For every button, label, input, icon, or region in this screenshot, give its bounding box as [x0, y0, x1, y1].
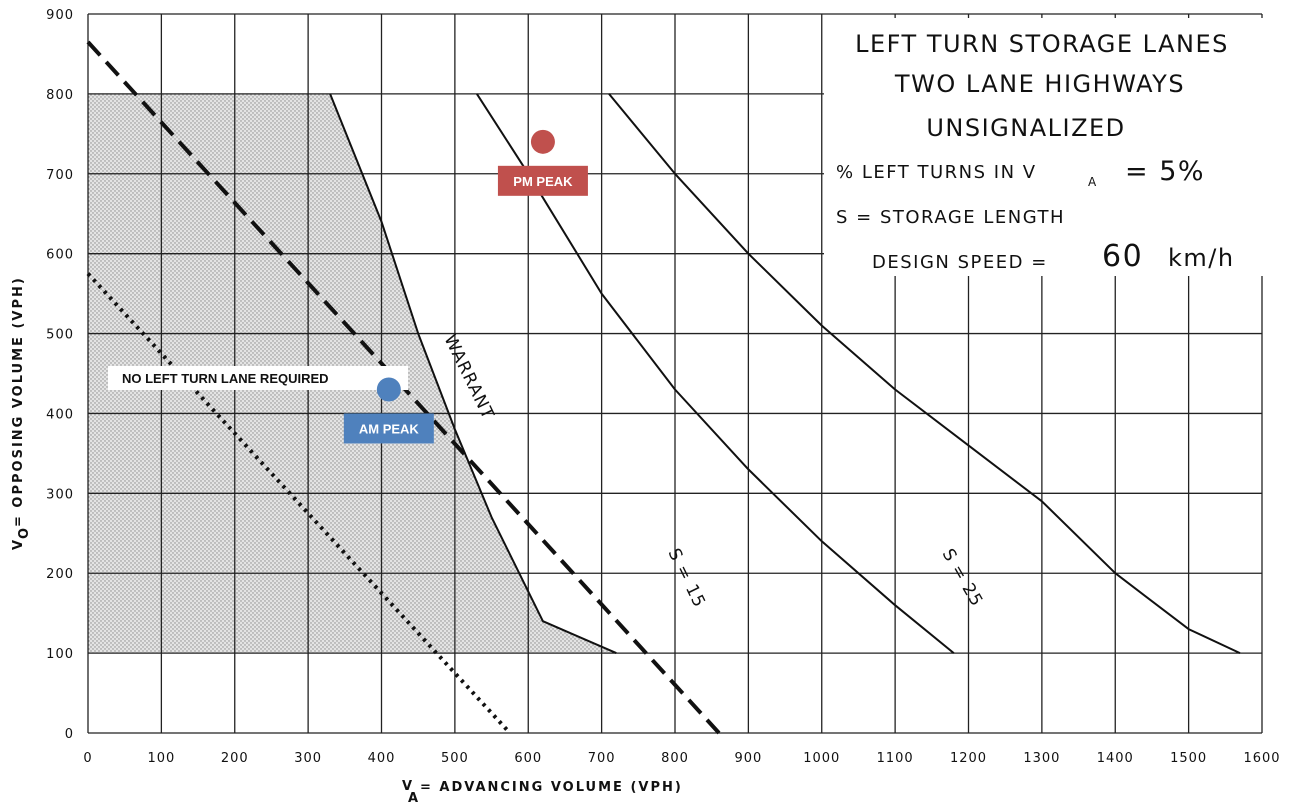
storage-length-definition: S = STORAGE LENGTH [836, 207, 1065, 228]
x-tick-label: 700 [588, 751, 616, 766]
x-tick-label: 0 [83, 751, 92, 766]
pm-peak-badge [497, 165, 588, 196]
y-tick-label: 800 [46, 88, 74, 103]
x-tick-label: 1600 [1243, 751, 1280, 766]
y-axis-label: = OPPOSING VOLUME (VPH) [11, 276, 26, 527]
y-tick-label: 600 [46, 248, 74, 263]
pm-peak-marker [530, 129, 555, 154]
legend-background [824, 18, 1264, 276]
pm-peak-badge-label: PM PEAK [513, 174, 573, 189]
chart-title-line-3: UNSIGNALIZED [926, 114, 1125, 142]
y-tick-label: 700 [46, 168, 74, 183]
x-tick-label: 1500 [1170, 751, 1207, 766]
chart-title-line-2: TWO LANE HIGHWAYS [894, 70, 1185, 98]
y-tick-label: 500 [46, 328, 74, 343]
x-tick-label: 1100 [877, 751, 914, 766]
left-turns-value: = 5% [1125, 156, 1205, 187]
y-tick-label: 0 [65, 727, 74, 742]
y-axis-symbol: V [11, 538, 26, 550]
y-axis-subscript: O [17, 526, 32, 539]
x-tick-label: 900 [734, 751, 762, 766]
x-axis-title: V A = ADVANCING VOLUME (VPH) [402, 779, 683, 806]
x-tick-label: 500 [441, 751, 469, 766]
y-tick-label: 100 [46, 647, 74, 662]
y-tick-label: 300 [46, 487, 74, 502]
series-line-2 [608, 93, 1241, 655]
x-tick-label: 600 [514, 751, 542, 766]
region-label-background [108, 366, 408, 390]
s25-curve-label: S = 25 [938, 546, 987, 611]
x-tick-label: 1400 [1097, 751, 1134, 766]
design-speed-value: 60 [1102, 239, 1143, 274]
region-label: NO LEFT TURN LANE REQUIRED [122, 371, 329, 386]
x-tick-label: 100 [147, 751, 175, 766]
chart-title-line-1: LEFT TURN STORAGE LANES [855, 30, 1229, 58]
series-line-0 [329, 93, 617, 655]
x-axis-subscript: A [408, 791, 420, 806]
x-tick-label: 1000 [803, 751, 840, 766]
y-tick-label: 400 [46, 407, 74, 422]
x-tick-label: 800 [661, 751, 689, 766]
y-tick-label: 900 [46, 8, 74, 23]
s15-curve-label: S = 15 [664, 545, 710, 611]
x-axis-label: = ADVANCING VOLUME (VPH) [420, 780, 683, 795]
am-peak-badge-label: AM PEAK [359, 421, 420, 436]
y-axis-title: V O = OPPOSING VOLUME (VPH) [11, 276, 32, 550]
x-tick-label: 1200 [950, 751, 987, 766]
x-axis-symbol: V [402, 779, 414, 794]
left-turns-label: % LEFT TURNS IN V [836, 162, 1037, 183]
x-tick-label: 300 [294, 751, 322, 766]
x-tick-label: 400 [368, 751, 396, 766]
y-tick-label: 200 [46, 567, 74, 582]
left-turns-subscript: A [1088, 175, 1098, 189]
design-speed-unit: km/h [1168, 244, 1235, 272]
am-peak-marker [376, 377, 401, 402]
x-tick-label: 200 [221, 751, 249, 766]
am-peak-badge [343, 413, 434, 444]
design-speed-label: DESIGN SPEED = [872, 252, 1048, 273]
x-tick-label: 1300 [1023, 751, 1060, 766]
chart-legend: LEFT TURN STORAGE LANES TWO LANE HIGHWAY… [824, 18, 1264, 276]
